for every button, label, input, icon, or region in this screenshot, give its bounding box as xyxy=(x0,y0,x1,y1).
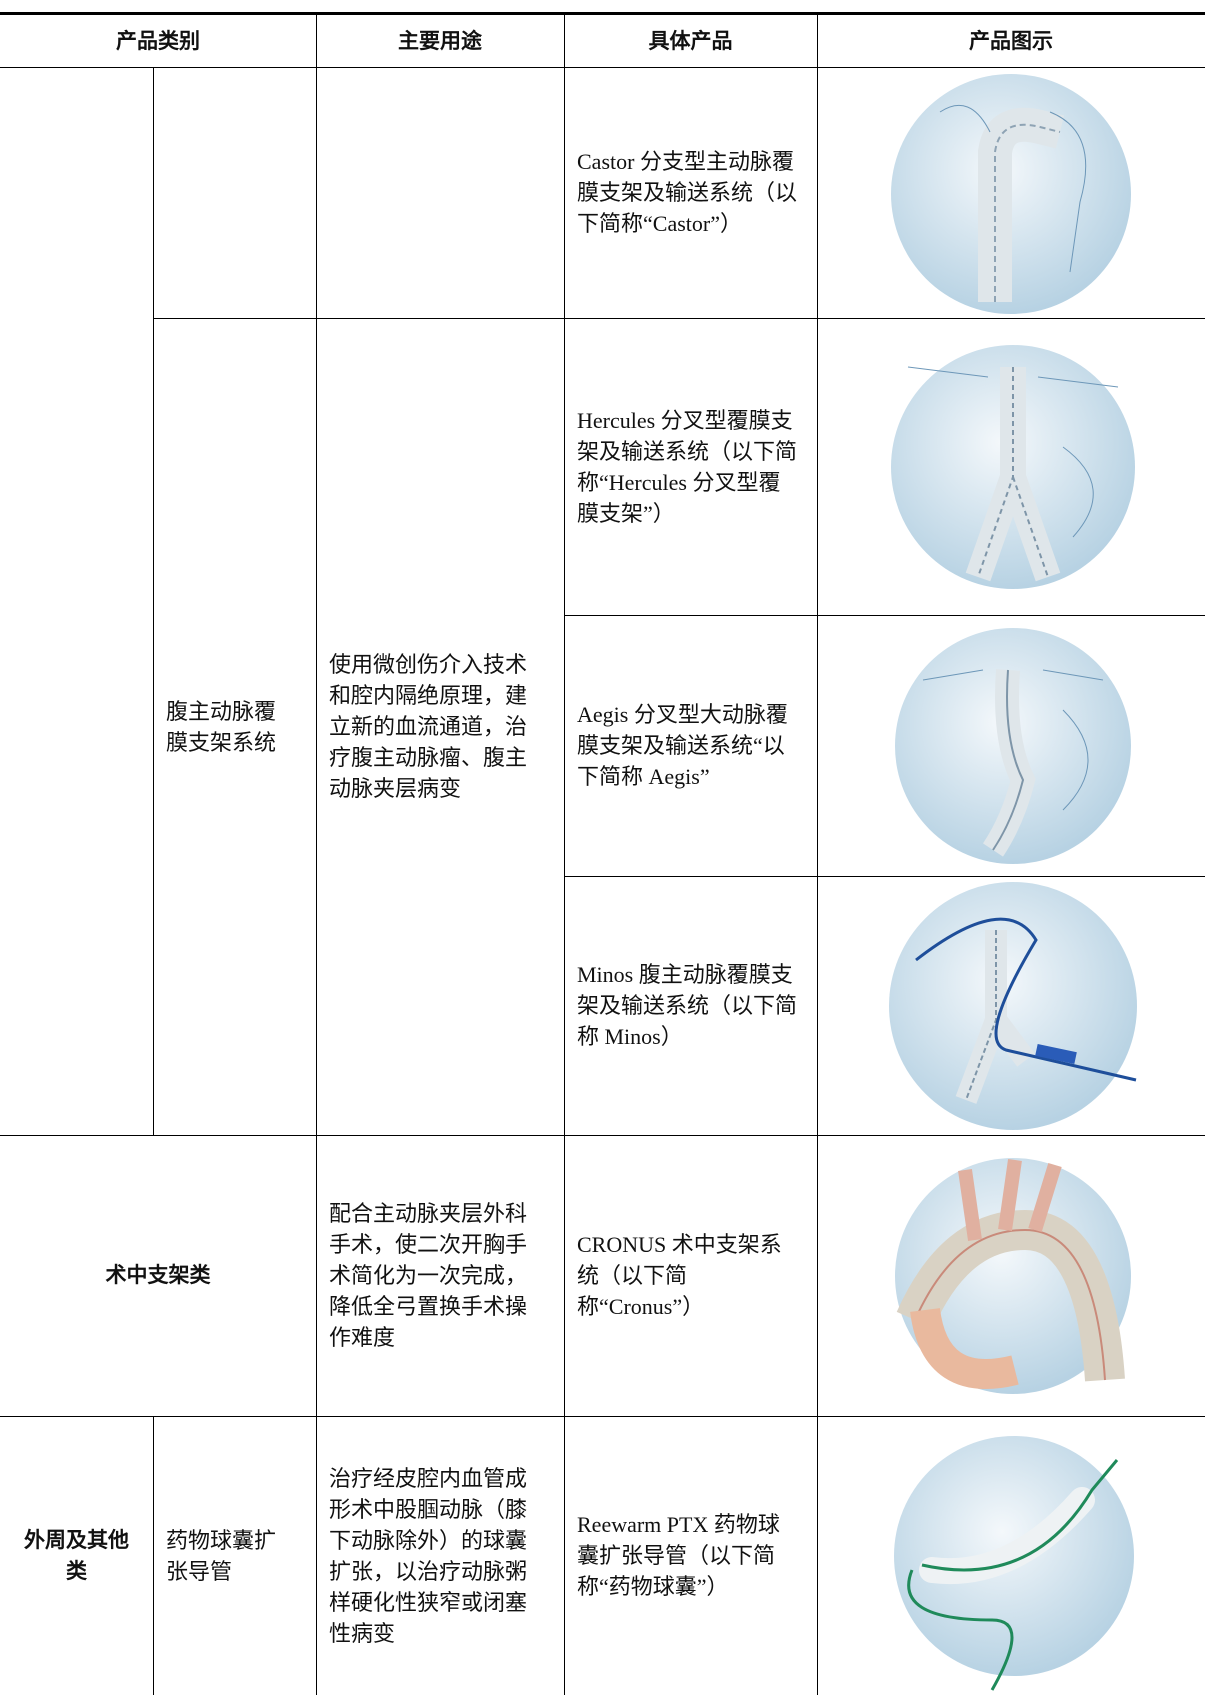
rule xyxy=(564,13,565,1695)
usage-cell: 治疗经皮腔内血管成形术中股腘动脉（膝下动脉除外）的球囊扩张，以治疗动脉粥样硬化性… xyxy=(329,1465,528,1646)
subcategory-cell: 药物球囊扩张导管 xyxy=(166,1527,277,1584)
header-cell: 产品图示 xyxy=(969,28,1053,53)
rule xyxy=(153,67,154,1135)
rule xyxy=(0,1135,1205,1136)
rule xyxy=(564,876,1205,877)
product-cell: Hercules 分叉型覆膜支架及输送系统（以下简称“Hercules 分叉型覆… xyxy=(577,407,798,526)
rule xyxy=(564,615,1205,616)
rule xyxy=(153,1416,154,1695)
product-image xyxy=(895,1158,1131,1394)
product-cell: CRONUS 术中支架系统（以下简称“Cronus”） xyxy=(577,1232,782,1319)
usage-cell: 配合主动脉夹层外科手术，使二次开胸手术简化为一次完成，降低全弓置换手术操作难度 xyxy=(329,1201,528,1350)
product-image xyxy=(894,1436,1134,1691)
product-image xyxy=(891,345,1135,589)
rule xyxy=(0,12,1205,15)
product-image xyxy=(889,882,1137,1130)
category-cell: 术中支架类 xyxy=(105,1263,211,1287)
header-cell: 产品类别 xyxy=(116,28,200,53)
rule xyxy=(0,1416,1205,1417)
header-cell: 主要用途 xyxy=(398,28,482,53)
product-image xyxy=(895,628,1131,864)
product-image xyxy=(891,74,1131,314)
header-cell: 具体产品 xyxy=(648,28,733,53)
product-cell: Aegis 分叉型大动脉覆膜支架及输送系统“以下简称 Aegis” xyxy=(577,702,788,789)
rule xyxy=(316,13,317,1695)
category-cell: 外周及其他类 xyxy=(24,1527,129,1583)
rule xyxy=(153,318,1205,319)
product-cell: Reewarm PTX 药物球囊扩张导管（以下简称“药物球囊”） xyxy=(577,1512,780,1599)
rule xyxy=(817,13,818,1695)
product-cell: Minos 腹主动脉覆膜支架及输送系统（以下简称 Minos） xyxy=(577,962,798,1049)
product-cell: Castor 分支型主动脉覆膜支架及输送系统（以下简称“Castor”） xyxy=(577,149,798,236)
usage-cell: 使用微创伤介入技术和腔内隔绝原理，建立新的血流通道，治疗腹主动脉瘤、腹主动脉夹层… xyxy=(329,652,528,801)
subcategory-cell: 腹主动脉覆膜支架系统 xyxy=(166,698,277,755)
rule xyxy=(0,67,1205,68)
